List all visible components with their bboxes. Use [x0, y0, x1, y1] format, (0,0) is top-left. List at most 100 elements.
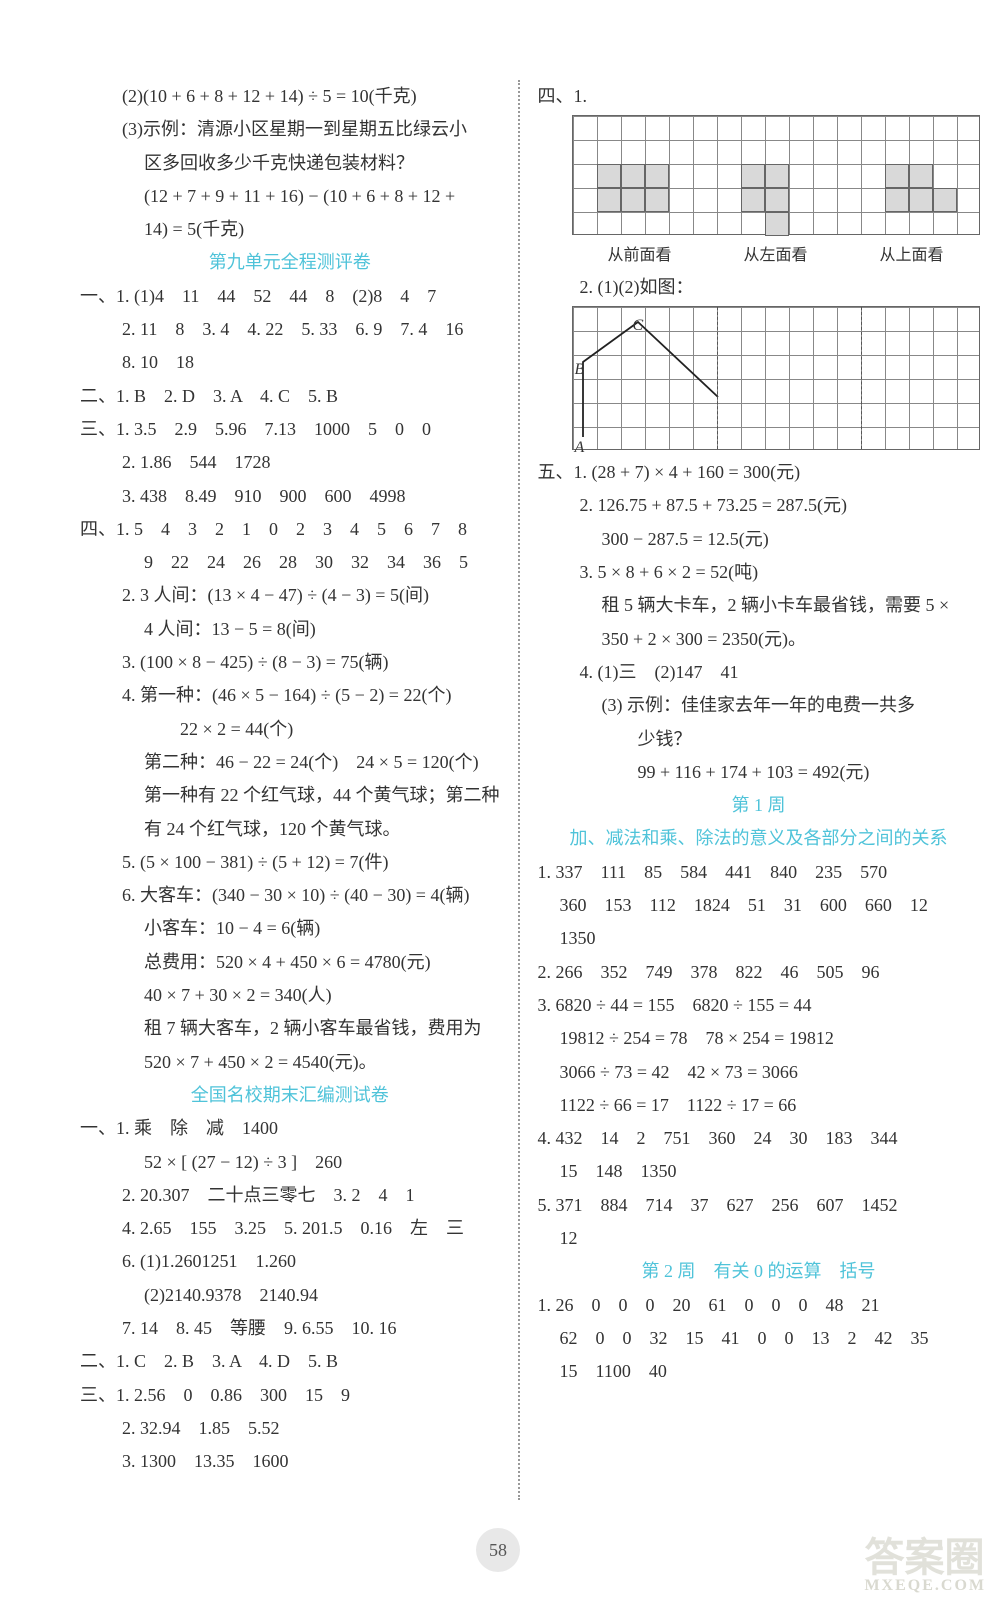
- text-line: 一、1. (1)4 11 44 52 44 8 (2)8 4 7: [80, 280, 500, 313]
- cube-cell: [597, 164, 621, 188]
- two-column-layout: (2)(10 + 6 + 8 + 12 + 14) ÷ 5 = 10(千克) (…: [80, 80, 948, 1500]
- cube-cell: [741, 164, 765, 188]
- text-line: 2. 20.307 二十点三零七 3. 2 4 1: [80, 1179, 500, 1212]
- symmetry-axis: [717, 307, 718, 449]
- text-line: 6. 大客车：(340 − 30 × 10) ÷ (40 − 30) = 4(辆…: [80, 879, 500, 912]
- text-line: 7. 14 8. 45 等腰 9. 6.55 10. 16: [80, 1312, 500, 1345]
- text-line: 52 × [ (27 − 12) ÷ 3 ] 260: [80, 1146, 500, 1179]
- text-line: 3066 ÷ 73 = 42 42 × 73 = 3066: [538, 1056, 980, 1089]
- text-line: 40 × 7 + 30 × 2 = 340(人): [80, 979, 500, 1012]
- cube-cell: [885, 188, 909, 212]
- cube-cell: [909, 164, 933, 188]
- text-line: (12 + 7 + 9 + 11 + 16) − (10 + 6 + 8 + 1…: [80, 180, 500, 213]
- text-line: 第一种有 22 个红气球，44 个黄气球；第二种: [80, 779, 500, 812]
- text-line: (3) 示例：佳佳家去年一年的电费一共多: [538, 689, 980, 722]
- text-line: 350 + 2 × 300 = 2350(元)。: [538, 623, 980, 656]
- page: (2)(10 + 6 + 8 + 12 + 14) ÷ 5 = 10(千克) (…: [0, 0, 996, 1600]
- text-line: (2)(10 + 6 + 8 + 12 + 14) ÷ 5 = 10(千克): [80, 80, 500, 113]
- cube-cell: [765, 164, 789, 188]
- text-line: 2. 266 352 749 378 822 46 505 96: [538, 956, 980, 989]
- point-label-a: A: [575, 433, 585, 463]
- view-labels: 从前面看 从左面看 从上面看: [572, 241, 980, 271]
- section-title: 第 1 周: [538, 789, 980, 822]
- text-line: 四、1. 5 4 3 2 1 0 2 3 4 5 6 7 8: [80, 513, 500, 546]
- text-line: 12: [538, 1222, 980, 1255]
- text-line: 2. (1)(2)如图：: [538, 271, 980, 304]
- text-line: 5. 371 884 714 37 627 256 607 1452: [538, 1189, 980, 1222]
- cube-cell: [621, 164, 645, 188]
- text-line: 三、1. 3.5 2.9 5.96 7.13 1000 5 0 0: [80, 413, 500, 446]
- symmetry-axis: [861, 307, 862, 449]
- cube-cell: [597, 188, 621, 212]
- text-line: 4. 第一种：(46 × 5 − 164) ÷ (5 − 2) = 22(个): [80, 679, 500, 712]
- text-line: 3. (100 × 8 − 425) ÷ (8 − 3) = 75(辆): [80, 646, 500, 679]
- text-line: 三、1. 2.56 0 0.86 300 15 9: [80, 1379, 500, 1412]
- cube-views-grid: [572, 115, 980, 235]
- text-line: 300 − 287.5 = 12.5(元): [538, 523, 980, 556]
- cube-cell: [741, 188, 765, 212]
- watermark: 答案圈 MXEQE.COM: [864, 1538, 986, 1594]
- text-line: 19812 ÷ 254 = 78 78 × 254 = 19812: [538, 1022, 980, 1055]
- text-line: 62 0 0 32 15 41 0 0 13 2 42 35: [538, 1322, 980, 1355]
- point-label-b: B: [575, 355, 585, 385]
- page-number: 58: [476, 1528, 520, 1572]
- right-column: 四、1. 从前面看 从左面看 从上面看 2. (1)(2)如图： A B C 五…: [538, 80, 980, 1500]
- cube-cell: [621, 188, 645, 212]
- section-title: 第九单元全程测评卷: [80, 246, 500, 279]
- text-line: 2. 3 人间：(13 × 4 − 47) ÷ (4 − 3) = 5(间): [80, 579, 500, 612]
- text-line: 1. 337 111 85 584 441 840 235 570: [538, 856, 980, 889]
- text-line: 五、1. (28 + 7) × 4 + 160 = 300(元): [538, 456, 980, 489]
- text-line: 1350: [538, 922, 980, 955]
- cube-cell: [765, 188, 789, 212]
- text-line: 小客车：10 − 4 = 6(辆): [80, 912, 500, 945]
- section-title: 第 2 周 有关 0 的运算 括号: [538, 1255, 980, 1288]
- text-line: 4. 2.65 155 3.25 5. 201.5 0.16 左 三: [80, 1212, 500, 1245]
- text-line: (3)示例：清源小区星期一到星期五比绿云小: [80, 113, 500, 146]
- text-line: 二、1. C 2. B 3. A 4. D 5. B: [80, 1345, 500, 1378]
- text-line: 22 × 2 = 44(个): [80, 713, 500, 746]
- text-line: 2. 11 8 3. 4 4. 22 5. 33 6. 9 7. 4 16: [80, 313, 500, 346]
- watermark-text: 答案圈: [864, 1535, 984, 1580]
- text-line: 520 × 7 + 450 × 2 = 4540(元)。: [80, 1046, 500, 1079]
- text-line: 总费用：520 × 4 + 450 × 6 = 4780(元): [80, 946, 500, 979]
- watermark-url: MXEQE.COM: [864, 1578, 986, 1594]
- cube-cell: [933, 188, 957, 212]
- section-title: 全国名校期末汇编测试卷: [80, 1079, 500, 1112]
- text-line: 8. 10 18: [80, 346, 500, 379]
- text-line: 区多回收多少千克快递包装材料？: [80, 147, 500, 180]
- text-line: 3. 6820 ÷ 44 = 155 6820 ÷ 155 = 44: [538, 989, 980, 1022]
- text-line: 2. 126.75 + 87.5 + 73.25 = 287.5(元): [538, 489, 980, 522]
- point-label-c: C: [633, 311, 644, 341]
- text-line: 15 1100 40: [538, 1355, 980, 1388]
- view-label-top: 从上面看: [844, 241, 980, 271]
- text-line: 9 22 24 26 28 30 32 34 36 5: [80, 546, 500, 579]
- text-line: 第二种：46 − 22 = 24(个) 24 × 5 = 120(个): [80, 746, 500, 779]
- text-line: 1122 ÷ 66 = 17 1122 ÷ 17 = 66: [538, 1089, 980, 1122]
- text-line: 99 + 116 + 174 + 103 = 492(元): [538, 756, 980, 789]
- cube-cell: [645, 164, 669, 188]
- text-line: (2)2140.9378 2140.94: [80, 1279, 500, 1312]
- text-line: 2. 32.94 1.85 5.52: [80, 1412, 500, 1445]
- cube-cell: [909, 188, 933, 212]
- view-label-left: 从左面看: [708, 241, 844, 271]
- shape-symmetry-grid: A B C: [572, 306, 980, 450]
- view-label-front: 从前面看: [572, 241, 708, 271]
- text-line: 2. 1.86 544 1728: [80, 446, 500, 479]
- section-subtitle: 加、减法和乘、除法的意义及各部分之间的关系: [538, 822, 980, 855]
- text-line: 14) = 5(千克): [80, 213, 500, 246]
- text-line: 3. 438 8.49 910 900 600 4998: [80, 480, 500, 513]
- text-line: 少钱？: [538, 723, 980, 756]
- text-line: 一、1. 乘 除 减 1400: [80, 1112, 500, 1145]
- column-divider: [518, 80, 520, 1500]
- cube-cell: [765, 212, 789, 236]
- text-line: 有 24 个红气球，120 个黄气球。: [80, 813, 500, 846]
- text-line: 4 人间：13 − 5 = 8(间): [80, 613, 500, 646]
- text-line: 四、1.: [538, 80, 980, 113]
- text-line: 3. 1300 13.35 1600: [80, 1445, 500, 1478]
- text-line: 二、1. B 2. D 3. A 4. C 5. B: [80, 380, 500, 413]
- text-line: 4. (1)三 (2)147 41: [538, 656, 980, 689]
- text-line: 5. (5 × 100 − 381) ÷ (5 + 12) = 7(件): [80, 846, 500, 879]
- text-line: 租 7 辆大客车，2 辆小客车最省钱，费用为: [80, 1012, 500, 1045]
- text-line: 租 5 辆大卡车，2 辆小卡车最省钱，需要 5 ×: [538, 589, 980, 622]
- text-line: 360 153 112 1824 51 31 600 660 12: [538, 889, 980, 922]
